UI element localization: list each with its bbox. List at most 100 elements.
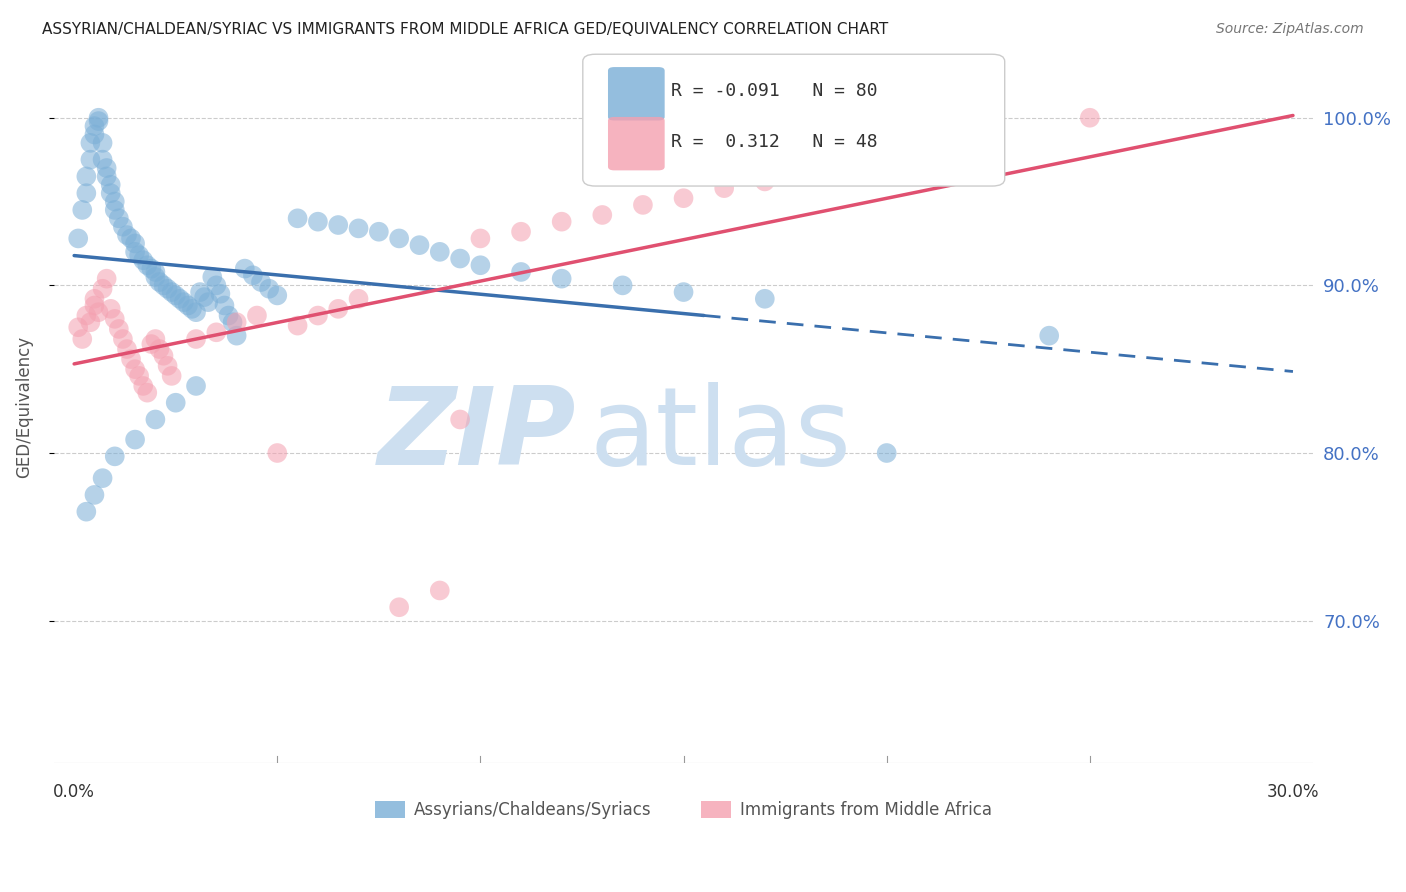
Point [408, 238, 430, 252]
Point [449, 252, 471, 266]
Point [141, 337, 163, 351]
Point [160, 285, 183, 299]
Point [152, 278, 174, 293]
Point [209, 286, 232, 301]
Point [67, 231, 90, 245]
Point [218, 309, 240, 323]
Point [672, 285, 695, 299]
Point [67, 320, 90, 334]
Point [184, 305, 207, 319]
Point [120, 352, 142, 367]
Point [188, 285, 211, 299]
Point [128, 248, 150, 262]
Point [152, 349, 174, 363]
Point [128, 368, 150, 383]
Point [156, 282, 179, 296]
Point [177, 298, 200, 312]
Y-axis label: GED/Equivalency: GED/Equivalency [15, 336, 32, 478]
Point [328, 218, 350, 232]
Point [136, 385, 159, 400]
Point [1038, 328, 1060, 343]
Point [148, 275, 170, 289]
Point [214, 298, 236, 312]
Text: 0.0%: 0.0% [53, 783, 96, 801]
Point [72, 332, 94, 346]
Point [108, 211, 131, 226]
Point [1078, 111, 1101, 125]
Point [115, 228, 138, 243]
Point [388, 600, 411, 615]
Point [141, 261, 163, 276]
Point [96, 161, 118, 175]
Point [173, 295, 195, 310]
Text: R =  0.312   N = 48: R = 0.312 N = 48 [671, 133, 877, 151]
Point [104, 312, 127, 326]
Point [91, 136, 114, 150]
Point [672, 191, 695, 205]
Legend: Assyrians/Chaldeans/Syriacs, Immigrants from Middle Africa: Assyrians/Chaldeans/Syriacs, Immigrants … [368, 795, 998, 826]
Point [181, 301, 204, 316]
Point [388, 231, 411, 245]
Point [257, 282, 280, 296]
Point [713, 181, 735, 195]
Point [148, 342, 170, 356]
Point [550, 215, 572, 229]
Point [201, 270, 224, 285]
Point [145, 412, 167, 426]
Point [242, 268, 264, 283]
Point [111, 332, 134, 346]
Point [132, 253, 155, 268]
Point [184, 379, 207, 393]
Point [79, 315, 101, 329]
Point [250, 275, 273, 289]
Text: ZIP: ZIP [378, 383, 576, 489]
Point [510, 225, 533, 239]
FancyBboxPatch shape [583, 54, 1005, 186]
Point [470, 258, 492, 272]
Point [75, 186, 97, 201]
Point [165, 288, 187, 302]
Point [794, 164, 817, 178]
Point [145, 265, 167, 279]
Point [449, 412, 471, 426]
Point [197, 295, 219, 310]
Point [124, 244, 146, 259]
Point [83, 298, 105, 312]
Point [104, 194, 127, 209]
Point [75, 169, 97, 184]
Point [96, 169, 118, 184]
Point [307, 309, 329, 323]
Point [72, 202, 94, 217]
Point [754, 292, 776, 306]
FancyBboxPatch shape [607, 67, 665, 120]
Point [124, 236, 146, 251]
Point [100, 301, 122, 316]
Point [87, 114, 110, 128]
Point [104, 450, 127, 464]
Point [132, 379, 155, 393]
Point [184, 332, 207, 346]
Point [307, 215, 329, 229]
Point [75, 505, 97, 519]
Point [156, 359, 179, 373]
Point [136, 258, 159, 272]
Point [205, 326, 228, 340]
Point [246, 309, 269, 323]
Point [266, 446, 288, 460]
Point [193, 290, 215, 304]
Text: ASSYRIAN/CHALDEAN/SYRIAC VS IMMIGRANTS FROM MIDDLE AFRICA GED/EQUIVALENCY CORREL: ASSYRIAN/CHALDEAN/SYRIAC VS IMMIGRANTS F… [42, 22, 889, 37]
Point [169, 292, 191, 306]
Point [876, 158, 898, 172]
Point [205, 278, 228, 293]
Point [87, 111, 110, 125]
Point [145, 332, 167, 346]
Point [120, 231, 142, 245]
Point [225, 328, 247, 343]
Point [347, 292, 370, 306]
Point [96, 271, 118, 285]
Text: R = -0.091   N = 80: R = -0.091 N = 80 [671, 82, 877, 100]
Point [91, 471, 114, 485]
Point [221, 315, 243, 329]
Point [225, 315, 247, 329]
Point [83, 128, 105, 142]
